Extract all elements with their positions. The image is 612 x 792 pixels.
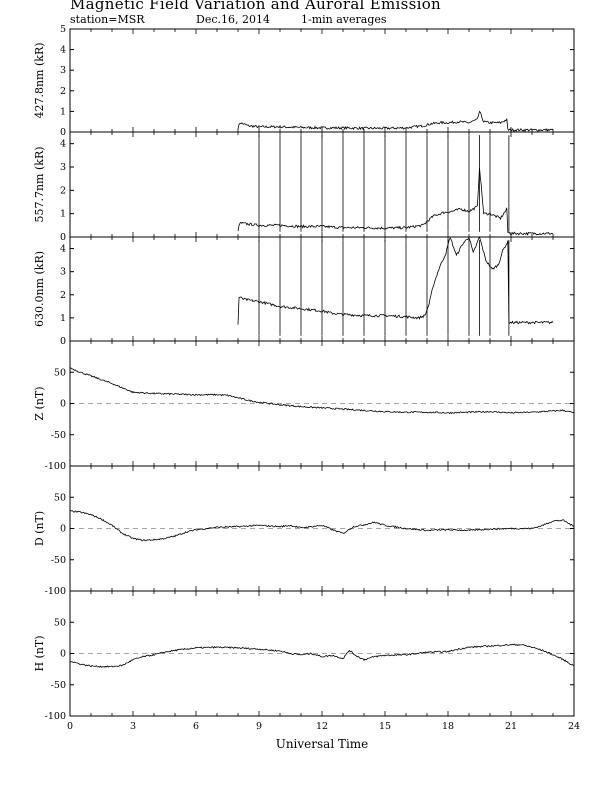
y-tick-label: -100 — [45, 586, 66, 597]
x-tick-label: 15 — [379, 721, 391, 732]
y-tick-label: 5 — [60, 24, 66, 35]
y-tick-label: 0 — [60, 649, 66, 660]
y-tick-label: 4 — [60, 139, 66, 150]
y-tick-label: 0 — [60, 127, 66, 138]
y-tick-label: -50 — [51, 430, 66, 441]
y-axis-label: 630.0nm (kR) — [33, 251, 46, 327]
x-tick-label: 18 — [442, 721, 454, 732]
x-tick-label: 0 — [67, 721, 73, 732]
y-tick-label: 0 — [60, 232, 66, 243]
y-tick-label: 3 — [60, 162, 66, 173]
y-tick-label: 2 — [60, 290, 66, 301]
y-tick-label: 50 — [54, 367, 66, 378]
y-tick-label: 1 — [60, 106, 66, 117]
date-label: Dec.16, 2014 — [196, 13, 270, 26]
averaging-label: 1-min averages — [301, 13, 387, 26]
x-tick-label: 12 — [316, 721, 328, 732]
y-tick-label: 2 — [60, 86, 66, 97]
x-tick-label: 3 — [130, 721, 136, 732]
y-tick-label: 0 — [60, 524, 66, 535]
y-tick-label: -100 — [45, 711, 66, 722]
y-tick-label: 2 — [60, 185, 66, 196]
y-tick-label: 3 — [60, 65, 66, 76]
panel-5: -100 -50 0 50 D (nT) — [33, 465, 575, 597]
y-axis-label: D (nT) — [33, 511, 46, 546]
series-line — [237, 167, 554, 236]
x-tick-label: 9 — [256, 721, 262, 732]
y-tick-label: 3 — [60, 267, 66, 278]
series-line — [237, 110, 554, 133]
y-axis-label: 557.7nm (kR) — [33, 146, 46, 222]
panel-1: 0 1 2 3 4 5 427.8nm (kR) — [33, 24, 575, 138]
y-axis-label: Z (nT) — [33, 386, 46, 420]
station-label: station=MSR — [70, 13, 145, 26]
y-tick-label: 4 — [60, 244, 66, 255]
series-line — [237, 235, 554, 325]
y-axis-label: H (nT) — [33, 635, 46, 671]
panel-4: -100 -50 0 50 Z (nT) — [33, 340, 575, 472]
y-tick-label: -100 — [45, 461, 66, 472]
y-axis-label: 427.8nm (kR) — [33, 42, 46, 118]
page-title: Magnetic Field Variation and Auroral Emi… — [70, 0, 441, 13]
y-tick-label: 1 — [60, 209, 66, 220]
x-tick-label: 24 — [568, 721, 580, 732]
series-line — [69, 510, 575, 542]
panel-2: 0 1 2 3 4 557.7nm (kR) — [33, 131, 575, 243]
panel-frame — [69, 28, 575, 133]
panel-6: -100 -50 0 50 H (nT) 0 3 6 9 12 15 18 21 24 Universal … — [33, 590, 580, 751]
series-line — [69, 643, 575, 668]
y-tick-label: -50 — [51, 555, 66, 566]
x-tick-label: 6 — [193, 721, 199, 732]
panel-3: 0 1 2 3 4 630.0nm (kR) — [33, 235, 575, 347]
y-tick-label: 1 — [60, 313, 66, 324]
y-tick-label: 50 — [54, 617, 66, 628]
y-tick-label: 0 — [60, 336, 66, 347]
y-tick-label: -50 — [51, 680, 66, 691]
x-tick-label: 21 — [505, 721, 517, 732]
y-tick-label: 4 — [60, 45, 66, 56]
x-axis-label: Universal Time — [276, 737, 369, 751]
y-tick-label: 50 — [54, 492, 66, 503]
series-line — [69, 367, 575, 415]
y-tick-label: 0 — [60, 399, 66, 410]
